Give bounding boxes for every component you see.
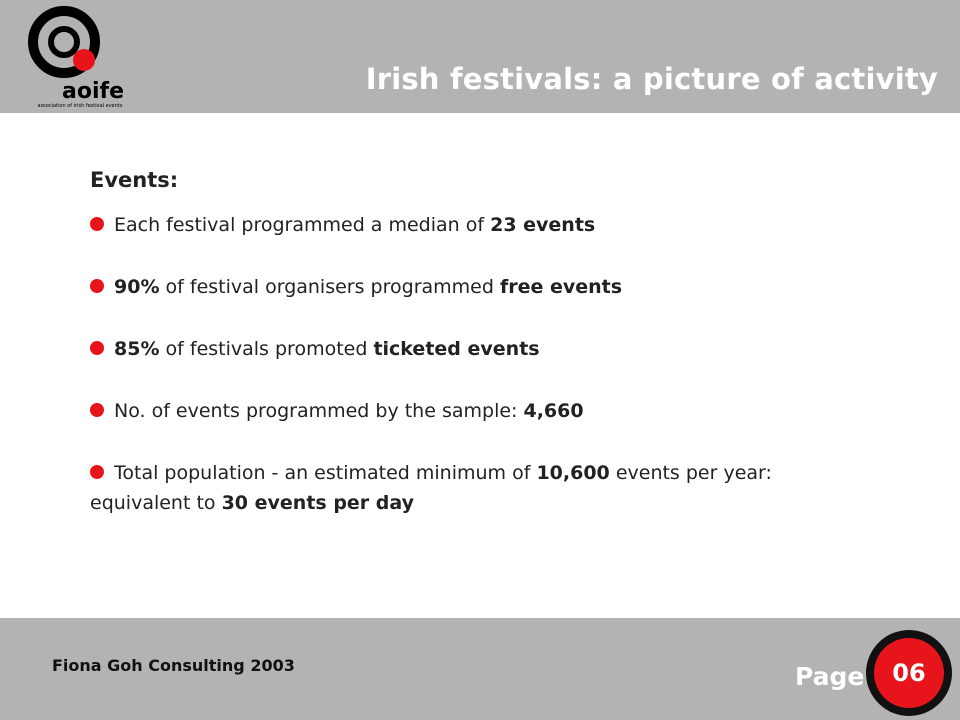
bullet-text: of festival organisers programmed	[159, 276, 500, 298]
bullet-text: No. of events programmed by the sample:	[114, 400, 524, 422]
page-number: 06	[874, 638, 944, 708]
bullet-emphasis: 4,660	[523, 400, 584, 422]
page-number-badge: 06	[866, 630, 952, 716]
header-band: aoife association of irish festival even…	[0, 0, 960, 113]
bullet-dot-icon	[90, 217, 104, 231]
bullet-emphasis: free events	[499, 276, 623, 298]
footer-credit: Fiona Goh Consulting 2003	[52, 656, 295, 675]
bullet-emphasis: 23 events	[490, 214, 596, 236]
bullet-emphasis: 85%	[114, 338, 160, 360]
page-label: Page	[795, 662, 865, 691]
bullet-item: 85% of festivals promoted ticketed event…	[90, 334, 810, 364]
logo-text: aoife	[62, 79, 124, 104]
footer-band	[0, 618, 960, 720]
bullet-item: Each festival programmed a median of 23 …	[90, 210, 810, 240]
bullet-emphasis: 10,600	[536, 462, 610, 484]
bullet-item: No. of events programmed by the sample: …	[90, 396, 810, 426]
bullet-dot-icon	[90, 279, 104, 293]
bullet-item: 90% of festival organisers programmed fr…	[90, 272, 810, 302]
aoife-logo-icon	[28, 6, 100, 78]
slide-content: Events: Each festival programmed a media…	[90, 168, 810, 550]
bullet-text: events per year: equivalent to	[90, 462, 772, 514]
logo-subtitle: association of irish festival events	[37, 103, 123, 109]
bullet-emphasis: ticketed events	[373, 338, 540, 360]
aoife-logo: aoife association of irish festival even…	[22, 6, 132, 110]
bullet-dot-icon	[90, 465, 104, 479]
section-heading: Events:	[90, 168, 179, 192]
bullet-dot-icon	[90, 403, 104, 417]
slide-title: Irish festivals: a picture of activity	[365, 62, 938, 96]
bullet-emphasis: 30 events per day	[221, 492, 415, 514]
bullet-text: Total population - an estimated minimum …	[114, 462, 537, 484]
bullet-text: of festivals promoted	[159, 338, 374, 360]
bullet-item: Total population - an estimated minimum …	[90, 458, 810, 518]
bullet-text: Each festival programmed a median of	[114, 214, 491, 236]
bullet-emphasis: 90%	[114, 276, 160, 298]
bullet-dot-icon	[90, 341, 104, 355]
